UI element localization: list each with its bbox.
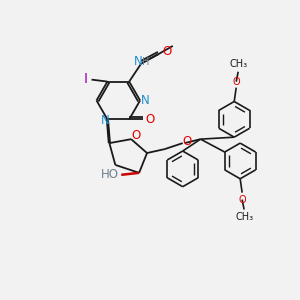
Text: CH₃: CH₃ <box>229 59 247 69</box>
Text: N: N <box>101 114 110 127</box>
Text: O: O <box>238 195 246 205</box>
Text: N: N <box>134 55 142 68</box>
Text: HO: HO <box>100 168 118 181</box>
Text: O: O <box>232 77 240 87</box>
Text: I: I <box>84 72 88 86</box>
Text: H: H <box>142 57 150 67</box>
Text: O: O <box>182 135 191 148</box>
Text: O: O <box>162 45 172 58</box>
Text: N: N <box>141 94 149 107</box>
Text: CH₃: CH₃ <box>235 212 253 222</box>
Text: O: O <box>146 113 154 126</box>
Text: O: O <box>131 129 141 142</box>
